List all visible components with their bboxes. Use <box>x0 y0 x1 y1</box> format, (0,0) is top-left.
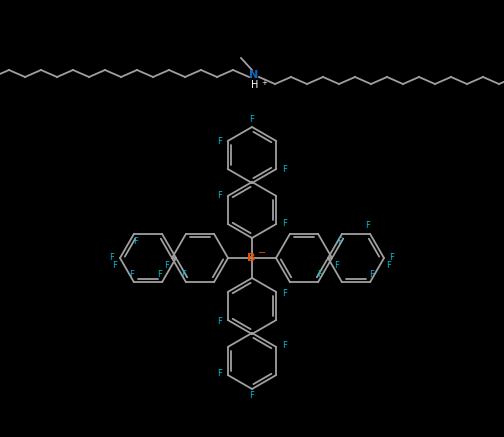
Text: F: F <box>217 191 222 200</box>
Text: F: F <box>181 270 186 279</box>
Text: F: F <box>282 288 287 298</box>
Text: −: − <box>258 248 266 258</box>
Text: F: F <box>112 261 117 271</box>
Text: +: + <box>261 80 267 86</box>
Text: F: F <box>249 115 255 125</box>
Text: F: F <box>365 221 370 230</box>
Text: F: F <box>282 341 287 350</box>
Text: F: F <box>387 261 392 271</box>
Text: F: F <box>165 261 169 271</box>
Text: F: F <box>109 253 114 263</box>
Text: F: F <box>217 138 222 146</box>
Text: F: F <box>249 392 255 400</box>
Text: N: N <box>249 70 259 80</box>
Text: F: F <box>130 270 135 279</box>
Text: F: F <box>338 237 342 246</box>
Text: F: F <box>335 261 339 271</box>
Text: F: F <box>369 270 374 279</box>
Text: F: F <box>390 253 395 263</box>
Text: H: H <box>251 80 259 90</box>
Text: F: F <box>134 237 139 246</box>
Text: F: F <box>217 316 222 326</box>
Text: F: F <box>217 370 222 378</box>
Text: F: F <box>318 270 323 279</box>
Text: F: F <box>158 270 162 279</box>
Text: B: B <box>247 253 255 263</box>
Text: F: F <box>282 166 287 174</box>
Text: F: F <box>282 218 287 228</box>
